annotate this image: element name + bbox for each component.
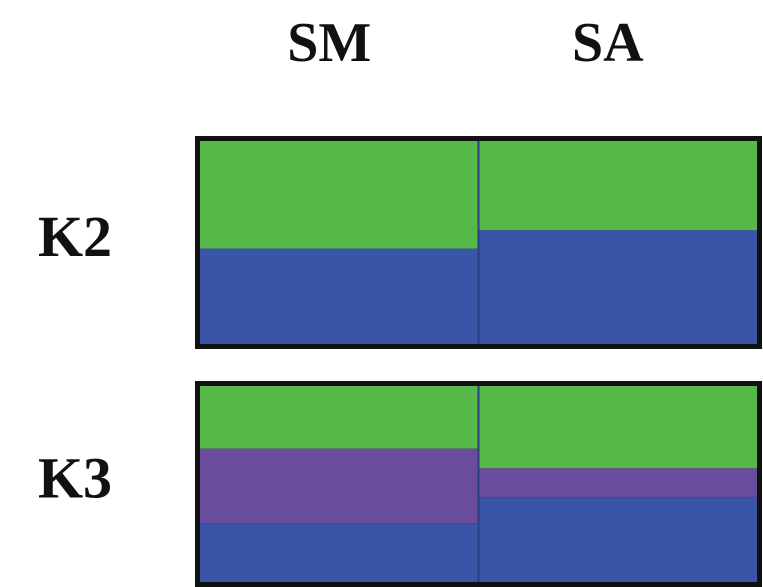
bar-segment <box>200 248 479 344</box>
bar-segment <box>478 386 757 469</box>
panel-label: K2 <box>38 204 112 269</box>
bar-segment <box>200 448 479 524</box>
bar-segment <box>478 141 757 231</box>
bar-segment <box>200 141 479 249</box>
bar-segment <box>200 386 479 449</box>
column-label: SA <box>572 12 644 74</box>
bar-segment <box>478 230 757 344</box>
panel-label: K3 <box>38 445 112 510</box>
bar-segment <box>200 523 479 582</box>
column-label: SM <box>287 12 371 74</box>
bar-segment <box>478 468 757 498</box>
bar-segment <box>478 497 757 582</box>
